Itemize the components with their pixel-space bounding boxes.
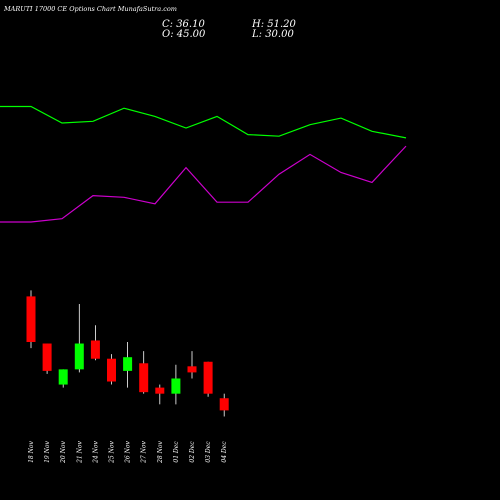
candle-body [42,343,52,371]
high-value: H: 51.20 [252,19,296,30]
candle-body [171,378,181,394]
close-value: C: 36.10 [162,19,205,30]
x-tick-label: 19 Nov [44,440,51,462]
x-tick-label: 27 Nov [141,440,148,463]
indicator-line-magenta [0,145,407,223]
candle-body [219,398,229,411]
x-tick-label: 26 Nov [125,440,132,463]
x-tick-label: 04 Dec [221,441,228,463]
candle-body [90,340,100,359]
x-tick-label: 20 Nov [60,440,67,463]
candle-body [187,366,197,373]
low-value: L: 30.00 [252,29,294,40]
x-tick-label: 18 Nov [28,440,35,462]
candle-body [58,369,68,385]
indicator-line-green [0,105,407,139]
x-tick-label: 01 Dec [173,441,180,463]
chart-title: MARUTI 17000 CE Options Chart MunafaSutr… [4,5,177,13]
x-tick-label: 24 Nov [92,440,99,463]
x-tick-label: 28 Nov [157,440,164,463]
candle-body [139,363,149,393]
x-tick-label: 02 Dec [189,441,196,463]
candle-body [155,387,165,394]
x-tick-label: 21 Nov [76,440,83,463]
candle-body [123,357,133,371]
x-tick-label: 25 Nov [109,440,116,463]
open-value: O: 45.00 [162,29,206,40]
candle-body [203,361,213,394]
candle-body [26,296,36,342]
x-tick-label: 03 Dec [205,441,212,463]
candle-body [74,343,84,370]
candle-body [107,358,116,382]
